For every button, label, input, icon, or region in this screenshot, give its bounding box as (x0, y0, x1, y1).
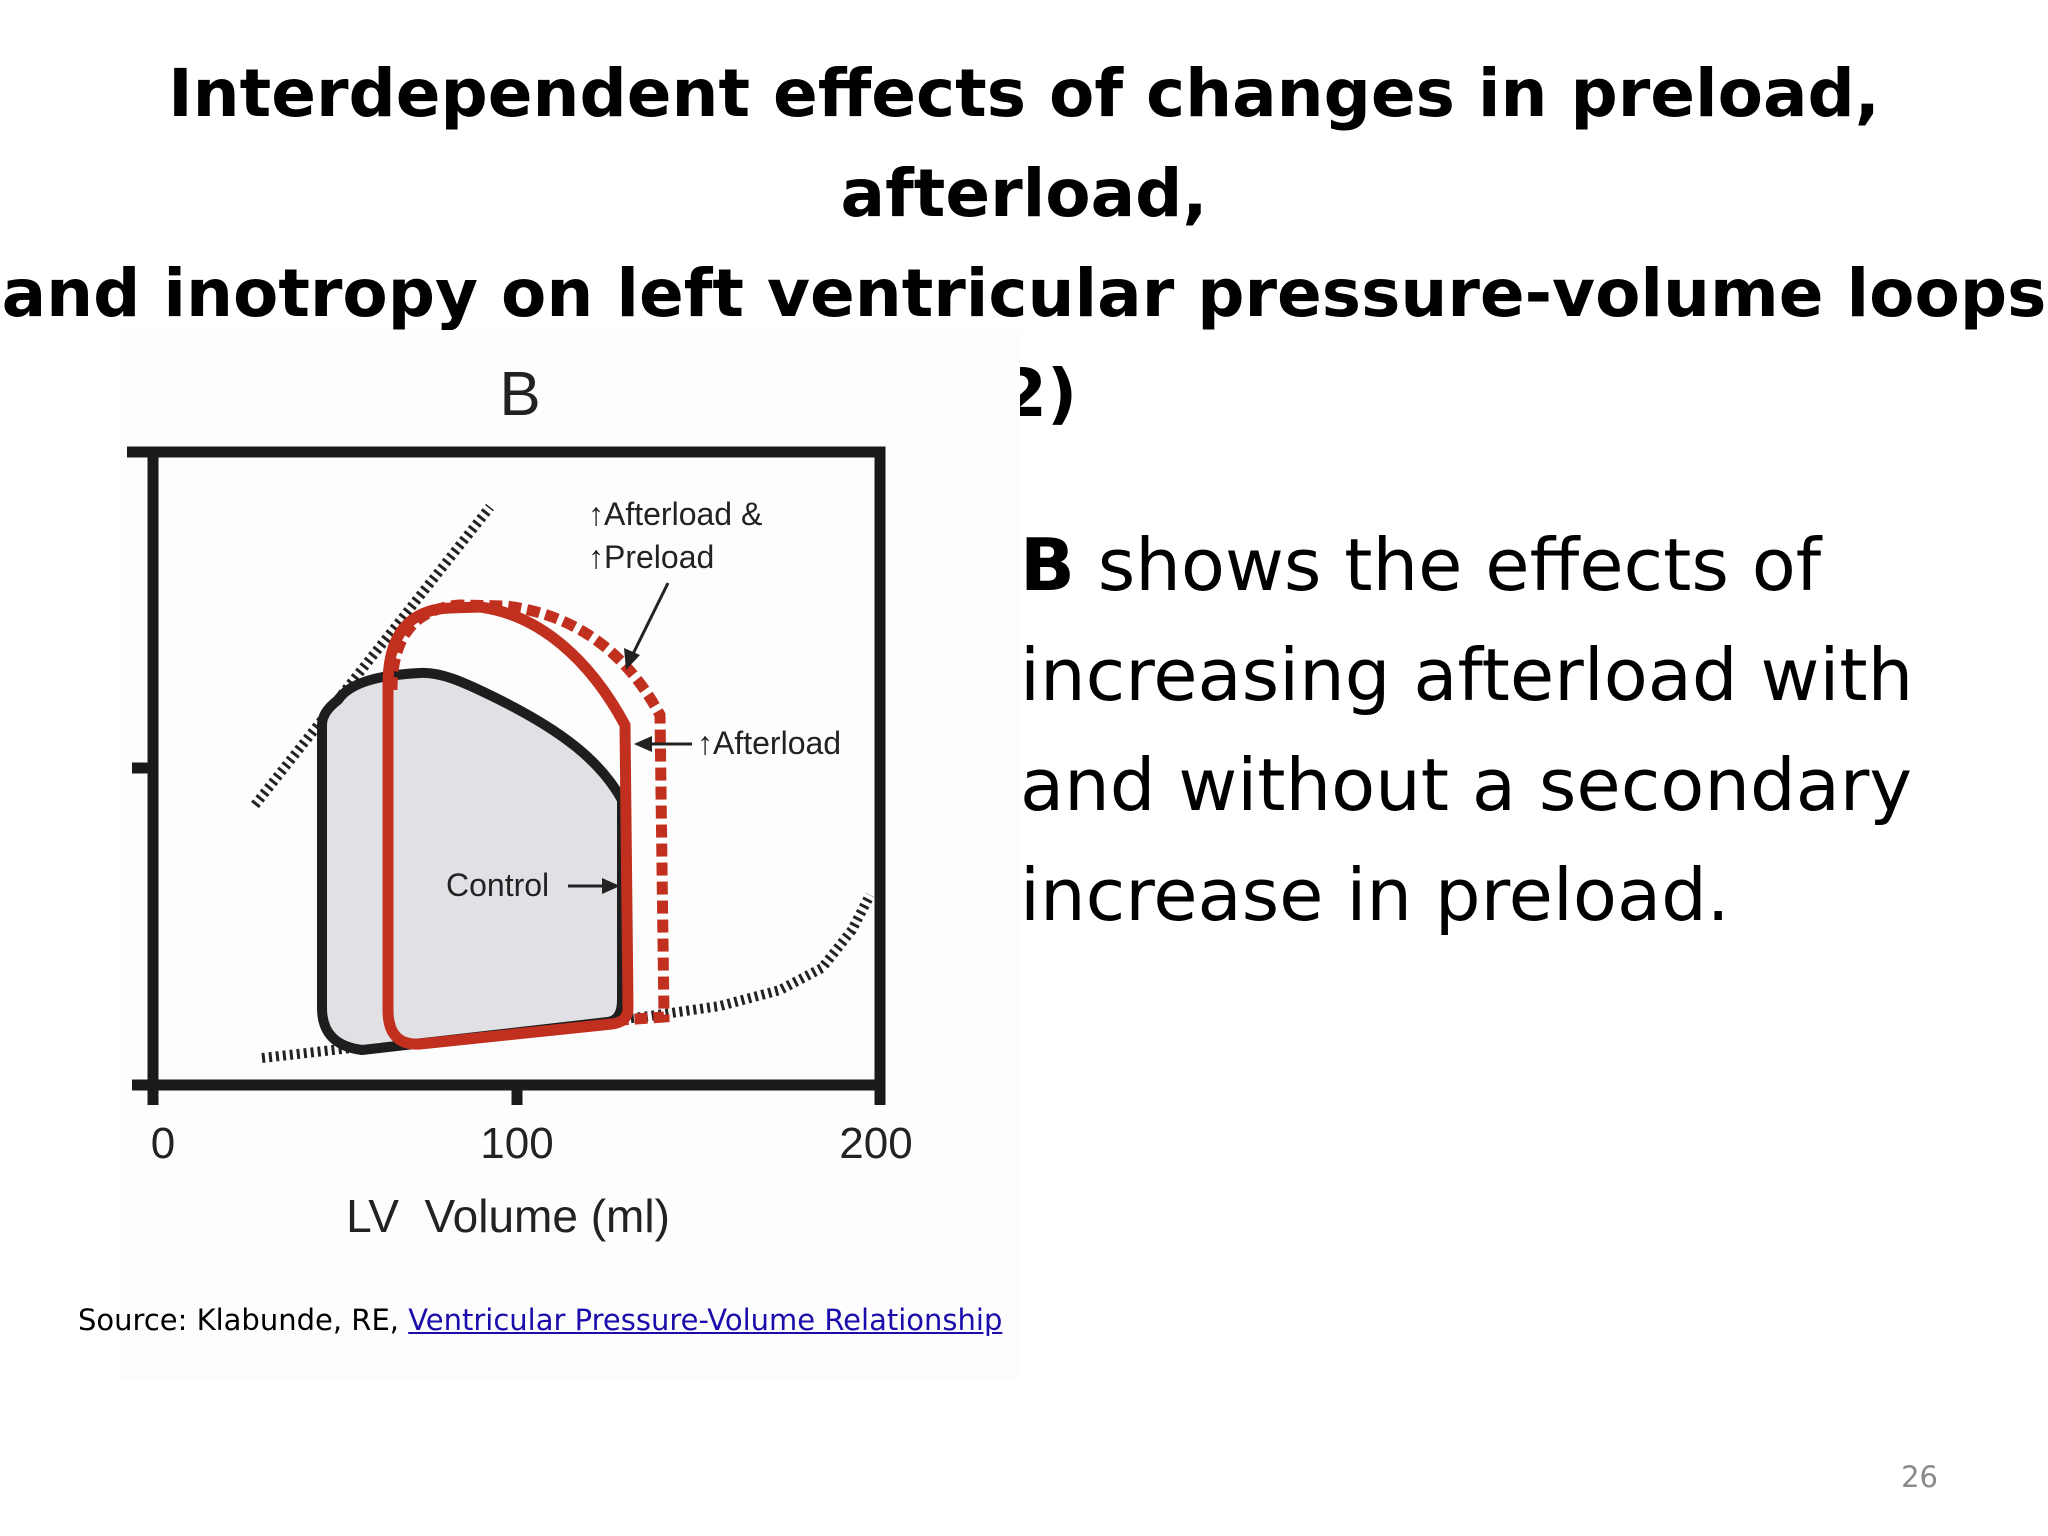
end-systolic-pv-line (251, 503, 494, 809)
source-prefix: Source: Klabunde, RE, (78, 1303, 409, 1337)
afterload-arrowhead (634, 736, 652, 752)
afterload-label: ↑Afterload (697, 725, 841, 761)
title-line-1: Interdependent effects of changes in pre… (168, 55, 1880, 232)
page-number: 26 (1901, 1460, 1938, 1494)
x-tick-label-0: 0 (151, 1119, 175, 1168)
control-arrowhead (602, 878, 620, 894)
afterload-preload-loop (386, 599, 670, 1026)
afterload-preload-arrowhead (624, 648, 640, 670)
control-loop (317, 667, 627, 1055)
slide-title: Interdependent effects of changes in pre… (0, 44, 2048, 444)
title-line-2: and inotropy on left ventricular pressur… (1, 255, 2047, 432)
body-bold-lead: B (1020, 523, 1075, 607)
x-axis-label: LV Volume (ml) (346, 1190, 670, 1242)
panel-letter: B (499, 360, 540, 429)
afterload-preload-arrow-line (628, 582, 670, 661)
afterload-loop (382, 601, 634, 1050)
source-citation: Source: Klabunde, RE, Ventricular Pressu… (78, 1300, 1002, 1340)
slide-body-text: B shows the effects of increasing afterl… (1020, 510, 1960, 950)
body-text-content: shows the effects of increasing afterloa… (1020, 523, 1914, 937)
control-label: Control (446, 867, 549, 903)
x-tick-label-200: 200 (839, 1119, 912, 1168)
afterload-preload-label-line2: ↑Preload (588, 539, 714, 575)
x-tick-label-100: 100 (480, 1119, 553, 1168)
source-link[interactable]: Ventricular Pressure-Volume Relationship (408, 1303, 1003, 1337)
afterload-preload-label-line1: ↑Afterload & (588, 496, 762, 532)
